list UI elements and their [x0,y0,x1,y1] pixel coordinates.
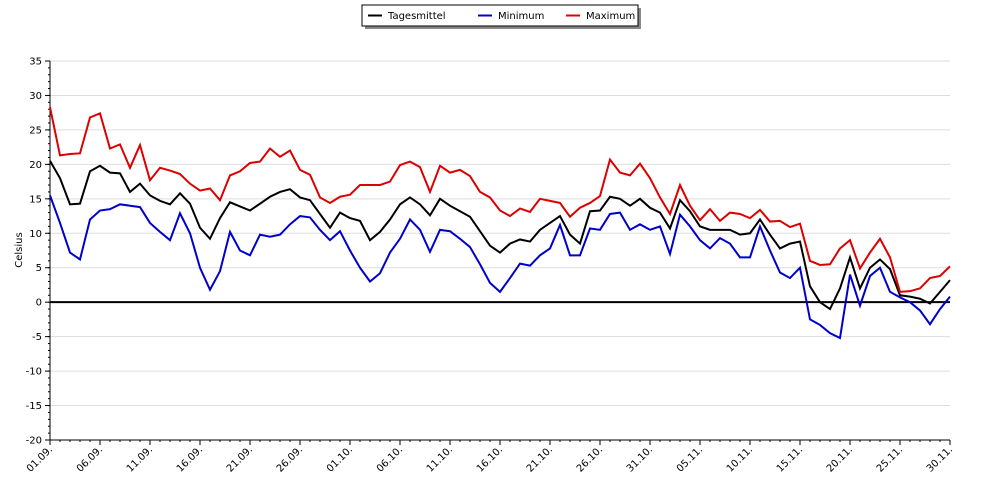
y-tick-label: -5 [32,332,42,343]
x-tick-label: 11.09. [125,444,155,474]
y-tick-label: -15 [26,401,42,412]
series-line [49,106,951,293]
x-tick-label: 11.10. [425,444,455,474]
x-tick-label: 31.10. [625,444,655,474]
x-tick-label: 10.11. [725,444,755,474]
x-tick-label: 21.10. [525,444,555,474]
y-tick-label: 25 [29,125,42,136]
y-tick-label: -10 [26,367,42,378]
legend-box [361,4,639,27]
y-tick-label: 0 [36,298,42,309]
series-line [49,195,951,340]
x-tick-label: 26.10. [575,444,605,474]
x-tick-label: 06.09. [75,444,105,474]
x-tick-label: 05.11. [675,444,705,474]
y-tick-label: 20 [29,160,42,171]
legend-label: Maximum [586,11,635,22]
y-tick-label: -20 [26,436,42,447]
legend-label: Minimum [498,11,544,22]
x-tick-label: 20.11. [825,444,855,474]
x-tick-label: 06.10. [375,444,405,474]
y-tick-label: 30 [29,91,42,102]
y-axis-label: Celsius [14,232,25,267]
y-tick-label: 5 [36,263,42,274]
x-tick-label: 26.09. [275,444,305,474]
y-tick-label: 15 [29,194,42,205]
x-tick-label: 21.09. [225,444,255,474]
y-tick-label: 10 [29,229,42,240]
x-tick-label: 15.11. [775,444,805,474]
x-tick-label: 01.09. [25,444,55,474]
series-line [49,160,951,311]
legend-label: Tagesmittel [387,11,446,22]
x-tick-label: 01.10. [325,444,355,474]
x-tick-label: 25.11. [875,444,905,474]
x-tick-label: 30.11. [925,444,955,474]
y-tick-label: 35 [29,57,42,68]
x-tick-label: 16.09. [175,444,205,474]
x-tick-label: 16.10. [475,444,505,474]
